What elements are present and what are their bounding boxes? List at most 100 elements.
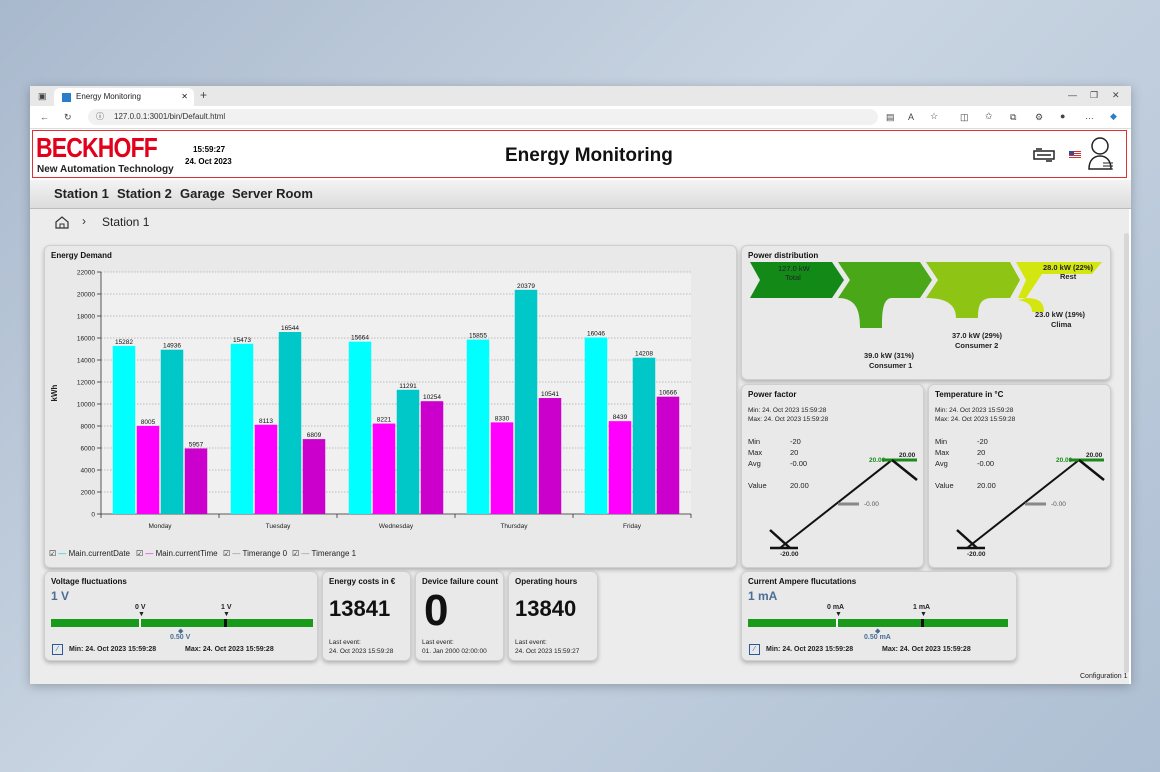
avg-label: Avg [748,459,761,468]
content-area: › Station 1 Energy Demand 0 2000 4000 6000 8… [30,209,1129,684]
current-value: 1 mA [748,589,778,603]
min-timestamp: Min: 24. Oct 2023 15:59:28 [935,407,1014,414]
sankey-total-value: 127.0 kW [778,264,810,273]
last-event-label: Last event: [329,639,361,646]
last-event-label: Last event: [515,639,547,646]
last-event-time: 01. Jan 2000 02:00:00 [422,648,487,655]
tab-close-icon[interactable]: ✕ [181,92,188,101]
x-tick-label: Thursday [500,523,528,530]
legend-item[interactable]: ☑ — Timerange 0 [223,549,288,558]
gauge-top-left: 20.00 [1056,457,1073,464]
marker-down-icon: ▼ [138,611,145,618]
favorites-icon[interactable]: ✩ [985,111,993,121]
nav-item-station-2[interactable]: Station 2 [117,186,172,201]
tab-bar: ▣ Energy Monitoring ✕ + — ❐ ✕ [30,86,1131,106]
maximize-icon[interactable]: ❐ [1090,90,1099,100]
collections-icon[interactable]: ⧉ [1010,112,1017,122]
y-tick-label: 8000 [81,424,96,431]
new-tab-icon[interactable]: + [200,88,208,102]
temperature-panel: Temperature in °C Min: 24. Oct 2023 15:5… [928,384,1111,568]
bar [230,343,254,514]
y-tick-label: 0 [91,512,95,519]
language-flag-icon[interactable] [1069,151,1081,159]
data-label: 10666 [659,390,677,397]
bar [372,423,396,514]
legend-item[interactable]: ☑ — Main.currentTime [136,549,218,558]
chevron-right-icon: › [82,214,86,228]
x-tick-label: Friday [623,523,642,530]
copilot-icon[interactable]: ◆ [1110,111,1117,121]
bar [632,357,656,514]
y-tick-label: 18000 [77,314,95,321]
avg-value: -0.00 [790,459,808,468]
browser-tab[interactable]: Energy Monitoring ✕ [54,88,194,106]
bar [514,289,538,514]
min-label: Min [935,437,948,446]
temperature-gauge [956,458,1105,550]
page-title: Energy Monitoring [505,145,673,166]
operating-hours-title: Operating hours [515,577,578,586]
tab-title: Energy Monitoring [76,92,141,101]
nav-item-station-1[interactable]: Station 1 [54,186,109,201]
current-bar [748,619,1008,627]
y-tick-label: 2000 [81,490,96,497]
voltage-panel: Voltage fluctuations 1 V 0 V 1 V ▼ ▼ ◆ 0… [44,571,318,661]
bar [160,349,184,514]
minimize-icon[interactable]: — [1068,90,1077,100]
data-label: 8221 [377,417,392,424]
nav-item-server-room[interactable]: Server Room [232,186,313,201]
voltage-value: 1 V [51,589,70,603]
data-label: 16544 [281,325,299,332]
url-text: 127.0.0.1:3001/bin/Default.html [114,112,226,121]
voltage-pointer: 0.50 V [170,634,191,641]
max-value: 20 [790,448,799,457]
home-icon[interactable] [54,215,70,234]
edit-icon[interactable]: ⁄ [749,644,760,655]
split-screen-icon[interactable]: ◫ [960,112,969,122]
data-label: 8439 [613,414,628,421]
address-bar: ← ↻ ⓘ 127.0.0.1:3001/bin/Default.html ▤ … [30,106,1131,129]
energy-costs-value: 13841 [329,596,391,621]
sankey-clima-label: Clima [1051,320,1072,329]
y-axis-label: kWh [50,384,59,401]
current-value: 20.00 [790,481,809,490]
user-icon[interactable] [1087,135,1115,178]
read-aloud-icon[interactable]: A [908,112,915,122]
gauge-mid: -0.00 [864,501,879,508]
device-failure-panel: Device failure count 0 Last event: 01. J… [415,571,504,661]
data-label: 10541 [541,391,559,398]
edit-icon[interactable]: ⁄ [52,644,63,655]
nav-item-garage[interactable]: Garage [180,186,225,201]
operating-hours-panel: Operating hours 13840 Last event: 24. Oc… [508,571,598,661]
current-value: 20.00 [977,481,996,490]
power-distribution-panel: Power distribution 127.0 kW Total 39.0 k… [741,245,1111,380]
max-label: Max [748,448,763,457]
favorite-star-icon[interactable]: ☆ [930,111,939,121]
legend-item[interactable]: ☑ — Timerange 1 [292,549,357,558]
voltage-bar [51,619,313,627]
back-icon[interactable]: ← [40,112,49,122]
marker-down-icon: ▼ [920,611,927,618]
more-icon[interactable]: … [1085,111,1094,121]
reload-icon[interactable]: ↻ [64,112,72,122]
temperature-title: Temperature in °C [935,390,1004,399]
beckhoff-logo: BECKHOFF [36,132,158,163]
data-label: 8330 [495,415,510,422]
legend-item[interactable]: ☑ — Main.currentDate [49,549,130,558]
data-label: 14208 [635,351,653,358]
profile-icon[interactable]: ● [1060,111,1066,121]
gauge-top-left: 20.00 [869,457,886,464]
max-value: 20 [977,448,986,457]
reader-icon[interactable]: ▤ [886,112,895,122]
bar [656,396,680,514]
url-field[interactable]: ⓘ 127.0.0.1:3001/bin/Default.html [88,109,878,125]
window-menu-icon[interactable]: ▣ [38,91,47,101]
header-date: 24. Oct 2023 [185,157,232,166]
tagline: New Automation Technology [37,164,174,175]
window-close-icon[interactable]: ✕ [1112,90,1120,100]
energy-costs-panel: Energy costs in € 13841 Last event: 24. … [322,571,411,661]
max-timestamp: Max: 24. Oct 2023 15:59:28 [935,416,1016,423]
extensions-icon[interactable]: ⚙ [1035,112,1044,122]
scrollbar[interactable] [1124,233,1129,673]
connection-icon[interactable] [1033,147,1055,162]
